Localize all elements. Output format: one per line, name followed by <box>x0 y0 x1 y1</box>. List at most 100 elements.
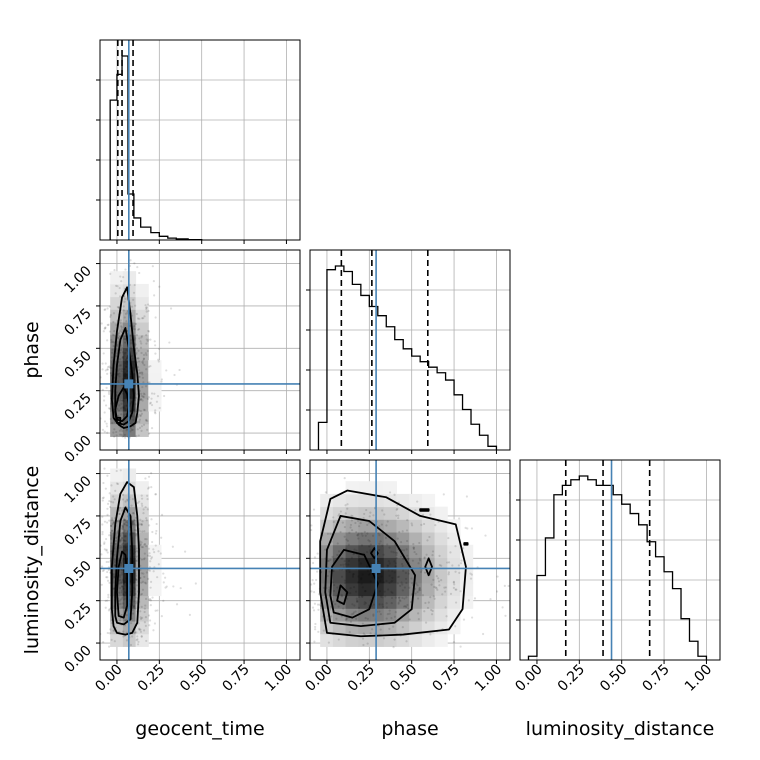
sample-point <box>150 557 153 560</box>
sample-point <box>135 559 139 562</box>
sample-point <box>117 520 120 523</box>
density-cell <box>110 468 124 482</box>
sample-point <box>432 595 435 598</box>
sample-point <box>381 509 384 512</box>
sample-point <box>137 434 140 437</box>
sample-point <box>306 572 308 574</box>
sample-point <box>507 584 510 588</box>
sample-point <box>147 475 151 478</box>
sample-point <box>431 550 435 553</box>
sample-point <box>108 581 111 584</box>
sample-point <box>460 559 463 562</box>
density-cell <box>396 506 410 520</box>
sample-point <box>143 557 146 560</box>
x-tick-label: 1.00 <box>262 662 295 695</box>
sample-point <box>135 600 138 603</box>
sample-point <box>110 621 113 625</box>
sample-point <box>162 581 165 584</box>
sample-point <box>362 643 365 647</box>
sample-point <box>447 536 450 540</box>
density-cell <box>345 608 359 622</box>
sample-point <box>110 356 114 359</box>
sample-point <box>464 526 467 529</box>
sample-point <box>123 407 127 410</box>
sample-point <box>145 342 148 345</box>
sample-point <box>134 343 137 346</box>
sample-point <box>145 571 148 574</box>
sample-point <box>140 412 144 415</box>
sample-point <box>354 610 357 613</box>
sample-point <box>134 322 138 326</box>
sample-point <box>104 369 107 372</box>
density-cell <box>135 372 149 387</box>
sample-point <box>140 541 143 544</box>
sample-point <box>378 603 381 606</box>
sample-point <box>145 419 148 422</box>
sample-point <box>303 631 305 633</box>
sample-point <box>356 519 360 522</box>
density-cell <box>421 582 436 597</box>
contour-line <box>319 489 467 638</box>
sample-point <box>130 354 134 358</box>
sample-point <box>295 587 297 589</box>
sample-point <box>371 534 375 537</box>
density-cell <box>371 608 385 622</box>
sample-point <box>411 524 414 527</box>
sample-point <box>302 587 304 589</box>
sample-point <box>138 627 141 630</box>
sample-point <box>402 605 406 608</box>
sample-point <box>108 492 111 495</box>
sample-point <box>143 610 146 614</box>
sample-point <box>114 284 118 287</box>
sample-point <box>430 583 433 586</box>
sample-point <box>465 495 469 498</box>
sample-point <box>346 507 349 510</box>
density-cell <box>421 570 436 584</box>
sample-point <box>360 578 363 581</box>
sample-point <box>124 543 127 546</box>
sample-point <box>417 612 420 615</box>
sample-point <box>326 618 330 621</box>
histogram-luminosity_distance <box>527 475 708 660</box>
sample-point <box>122 309 125 312</box>
sample-point <box>404 604 407 608</box>
sample-point <box>352 585 356 589</box>
sample-point <box>291 581 293 583</box>
sample-point <box>129 338 133 341</box>
sample-point <box>123 353 126 356</box>
sample-point <box>393 638 396 641</box>
sample-point <box>120 591 124 594</box>
density-cell <box>409 532 423 546</box>
sample-point <box>364 590 367 593</box>
sample-point <box>124 312 128 315</box>
sample-point <box>149 586 152 589</box>
density-cell <box>371 506 385 520</box>
sample-point <box>157 563 160 566</box>
sample-point <box>407 572 410 575</box>
sample-point <box>366 523 369 526</box>
sample-point <box>110 517 114 520</box>
density-cell <box>447 595 461 609</box>
density-cell <box>460 557 474 571</box>
sample-point <box>122 579 125 582</box>
sample-point <box>110 341 113 344</box>
sample-point <box>134 578 138 581</box>
sample-point <box>119 565 122 568</box>
sample-point <box>129 622 133 625</box>
sample-point <box>102 481 105 485</box>
density-cell <box>148 398 162 412</box>
sample-point <box>350 529 354 532</box>
density-cell <box>135 347 149 361</box>
sample-point <box>110 536 113 539</box>
sample-point <box>385 606 388 609</box>
sample-point <box>357 555 360 558</box>
sample-point <box>367 573 371 576</box>
sample-point <box>386 520 389 523</box>
sample-point <box>298 590 300 592</box>
sample-point <box>120 571 123 574</box>
sample-point <box>366 617 369 620</box>
x-tick-label: 0.75 <box>220 662 253 695</box>
sample-point <box>136 265 139 269</box>
sample-point <box>134 592 137 596</box>
sample-point <box>140 635 143 638</box>
